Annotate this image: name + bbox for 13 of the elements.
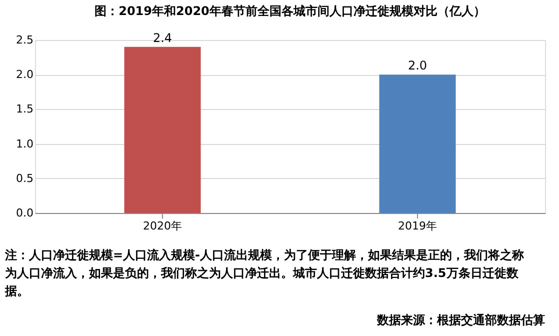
y-tick-label: 2.0 (16, 68, 34, 82)
data-label: 2.4 (152, 30, 172, 45)
y-tick-label: 1.0 (16, 137, 34, 150)
x-tick-label: 2019年 (398, 220, 437, 232)
text: 注：人口净迁徙规模=人口流入规模-人口流出规模，为了便于理解，如果结果是正的，我们将之称为人口净流入，如果是负的，我们称之为人口净迁出。城市人口迁徙数据合计约3.5万条日迁徙数据。 (4, 248, 526, 298)
y-tick-label: 2.5 (16, 34, 34, 46)
y-tick-label: 0.5 (16, 172, 34, 185)
x-tick-label: 2020年 (143, 220, 182, 232)
chart-title: 图：2019年和2020年春节前全国各城市间人口净迁徙规模对比（亿人） (94, 4, 486, 18)
data-label: 2.0 (408, 58, 428, 73)
y-tick-label: 0.0 (16, 206, 34, 220)
y-tick-label: 1.5 (16, 102, 34, 116)
source-note: 数据来源：根据交通部数据估算 (376, 313, 545, 327)
